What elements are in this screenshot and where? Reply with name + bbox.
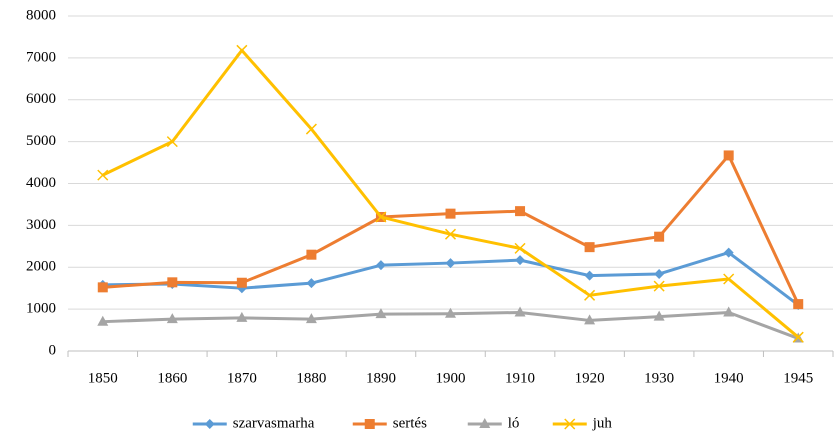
y-tick-label: 8000 bbox=[26, 7, 56, 23]
marker bbox=[445, 258, 456, 269]
marker bbox=[236, 277, 247, 288]
marker bbox=[654, 231, 665, 242]
marker bbox=[723, 273, 735, 285]
marker bbox=[514, 306, 526, 317]
x-tick-label: 1920 bbox=[575, 370, 605, 386]
marker bbox=[653, 280, 665, 292]
marker bbox=[375, 260, 386, 271]
marker bbox=[584, 242, 595, 253]
marker bbox=[793, 299, 804, 310]
marker bbox=[167, 277, 178, 288]
marker bbox=[723, 247, 734, 258]
y-tick-label: 6000 bbox=[26, 91, 56, 107]
x-tick-label: 1880 bbox=[296, 370, 326, 386]
marker bbox=[445, 208, 456, 219]
marker bbox=[97, 282, 108, 293]
marker bbox=[564, 418, 576, 430]
marker bbox=[654, 268, 665, 279]
marker bbox=[375, 211, 387, 223]
x-tick-label: 1860 bbox=[157, 370, 187, 386]
marker bbox=[515, 206, 526, 217]
x-tick-label: 1930 bbox=[644, 370, 674, 386]
marker bbox=[723, 306, 735, 317]
x-tick-label: 1890 bbox=[366, 370, 396, 386]
y-tick-label: 0 bbox=[49, 342, 57, 358]
marker bbox=[514, 242, 526, 254]
y-tick-label: 5000 bbox=[26, 133, 56, 149]
y-tick-label: 7000 bbox=[26, 49, 56, 65]
marker bbox=[479, 418, 491, 428]
x-tick-label: 1870 bbox=[227, 370, 257, 386]
marker bbox=[515, 255, 526, 266]
marker bbox=[305, 313, 317, 324]
marker bbox=[306, 278, 317, 289]
y-tick-label: 3000 bbox=[26, 217, 56, 233]
y-tick-label: 1000 bbox=[26, 301, 56, 317]
marker bbox=[364, 419, 375, 429]
marker bbox=[305, 123, 317, 135]
marker bbox=[792, 331, 804, 343]
marker bbox=[584, 270, 595, 281]
marker bbox=[653, 310, 665, 321]
x-tick-label: 1940 bbox=[714, 370, 744, 386]
marker bbox=[584, 314, 596, 325]
marker bbox=[97, 169, 109, 181]
marker bbox=[166, 313, 178, 324]
legend-label: szarvasmarha bbox=[233, 415, 315, 431]
marker bbox=[723, 150, 734, 161]
marker bbox=[97, 315, 109, 326]
marker bbox=[375, 308, 387, 319]
x-tick-label: 1945 bbox=[783, 370, 813, 386]
marker bbox=[166, 136, 178, 148]
x-tick-label: 1910 bbox=[505, 370, 535, 386]
marker bbox=[584, 289, 596, 301]
y-tick-label: 4000 bbox=[26, 175, 56, 191]
x-tick-label: 1900 bbox=[436, 370, 466, 386]
marker bbox=[236, 311, 248, 322]
legend-label: juh bbox=[592, 415, 613, 431]
y-tick-label: 2000 bbox=[26, 259, 56, 275]
x-tick-label: 1850 bbox=[88, 370, 118, 386]
legend-label: ló bbox=[508, 415, 520, 431]
marker bbox=[236, 44, 248, 56]
legend-label: sertés bbox=[393, 415, 427, 431]
marker bbox=[204, 419, 215, 429]
marker bbox=[445, 307, 456, 318]
marker bbox=[306, 249, 317, 260]
marker bbox=[444, 228, 457, 240]
